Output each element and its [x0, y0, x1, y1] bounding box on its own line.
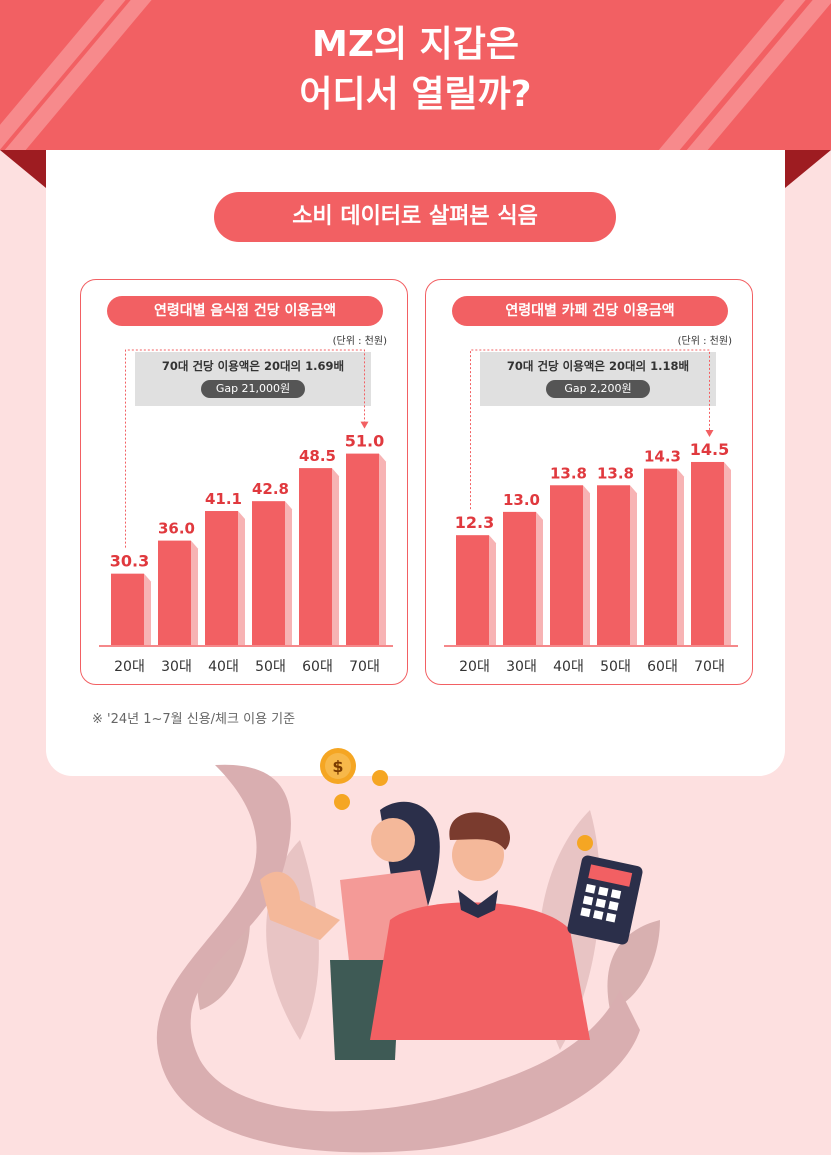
bar — [550, 485, 583, 645]
category-label: 60대 — [302, 659, 333, 675]
header-banner: MZ의 지갑은 어디서 열릴까? — [0, 0, 831, 150]
category-label: 20대 — [459, 659, 490, 675]
bar-value-label: 48.5 — [299, 447, 336, 465]
annotation-box: 70대 건당 이용액은 20대의 1.18배 Gap 2,200원 — [480, 352, 716, 406]
receipt-illustration — [156, 764, 640, 1153]
title-line-1: MZ의 지갑은 — [312, 24, 519, 65]
cafe-chart-panel: 연령대별 카페 건당 이용금액 (단위 : 천원) 70대 건당 이용액은 20… — [425, 279, 753, 685]
bar-value-label: 41.1 — [205, 490, 242, 508]
bar-shadow — [144, 573, 151, 645]
subtitle-pill: 소비 데이터로 살펴본 식음 — [214, 192, 616, 242]
annotation-text: 70대 건당 이용액은 20대의 1.69배 — [161, 359, 345, 373]
category-label: 40대 — [553, 659, 584, 675]
bar-shadow — [332, 468, 339, 645]
bar — [158, 540, 191, 645]
bar-shadow — [285, 501, 292, 645]
bar — [111, 573, 144, 645]
coin-icon: $ — [320, 748, 593, 851]
unit-label: (단위 : 천원) — [677, 336, 732, 347]
bar-shadow — [724, 461, 731, 645]
restaurant-chart-panel: 연령대별 음식점 건당 이용금액 (단위 : 천원) 70대 건당 이용액은 2… — [80, 279, 408, 685]
calculator-icon — [567, 855, 643, 945]
gap-pill: Gap 2,200원 — [546, 380, 650, 398]
gap-pill: Gap 21,000원 — [201, 380, 305, 398]
bar-shadow — [630, 485, 637, 645]
annotation-text: 70대 건당 이용액은 20대의 1.18배 — [506, 359, 690, 373]
bar-shadow — [489, 535, 496, 645]
unit-label: (단위 : 천원) — [332, 336, 387, 347]
bar-chart-restaurant: 30.3 20대 36.0 30대 41.1 40대 42.8 50대 48.5 60대 51.0 7… — [99, 349, 393, 675]
page-title: MZ의 지갑은 어디서 열릴까? — [0, 20, 831, 120]
title-line-2: 어디서 열릴까? — [299, 74, 532, 115]
bar-value-label: 13.8 — [597, 464, 634, 482]
bar-value-label: 13.0 — [503, 491, 540, 509]
bar-value-label: 14.3 — [644, 448, 681, 466]
category-label: 40대 — [208, 659, 239, 675]
bar — [597, 485, 630, 645]
bar — [456, 535, 489, 645]
category-label: 70대 — [694, 659, 725, 675]
bar — [252, 501, 285, 645]
bar-shadow — [191, 540, 198, 645]
bar — [346, 453, 379, 645]
bar-value-label: 36.0 — [158, 520, 195, 538]
bar-value-label: 42.8 — [252, 480, 289, 498]
category-label: 30대 — [161, 659, 192, 675]
bar — [644, 468, 677, 645]
bar-value-label: 30.3 — [110, 552, 149, 571]
bar-shadow — [583, 485, 590, 645]
bar-shadow — [238, 511, 245, 645]
bar-value-label: 12.3 — [455, 513, 494, 532]
footnote: ※ '24년 1~7월 신용/체크 이용 기준 — [92, 712, 296, 727]
bar-value-label: 51.0 — [345, 432, 384, 451]
chart-title: 연령대별 카페 건당 이용금액 — [452, 296, 728, 326]
bar — [205, 511, 238, 645]
bar — [691, 461, 724, 645]
annotation-box: 70대 건당 이용액은 20대의 1.69배 Gap 21,000원 — [135, 352, 371, 406]
bar — [299, 468, 332, 645]
bar-shadow — [379, 453, 386, 645]
bar-shadow — [677, 468, 684, 645]
chart-title: 연령대별 음식점 건당 이용금액 — [107, 296, 383, 326]
svg-text:$: $ — [332, 757, 343, 776]
bar-value-label: 13.8 — [550, 464, 587, 482]
category-label: 60대 — [647, 659, 678, 675]
gap-arrow-icon — [705, 429, 714, 437]
gap-arrow-icon — [360, 421, 369, 429]
ribbon-fold-right — [785, 150, 831, 188]
category-label: 20대 — [114, 659, 145, 675]
ribbon-fold-left — [0, 150, 46, 188]
category-label: 30대 — [506, 659, 537, 675]
bar — [503, 511, 536, 645]
bar-value-label: 14.5 — [690, 440, 729, 459]
bar-shadow — [536, 511, 543, 645]
gap-connector-line — [125, 349, 365, 548]
category-label: 70대 — [349, 659, 380, 675]
bar-chart-cafe: 12.3 20대 13.0 30대 13.8 40대 13.8 50대 14.3 60대 14.5 7… — [444, 349, 738, 675]
man-illustration — [370, 812, 590, 1040]
category-label: 50대 — [255, 659, 286, 675]
category-label: 50대 — [600, 659, 631, 675]
